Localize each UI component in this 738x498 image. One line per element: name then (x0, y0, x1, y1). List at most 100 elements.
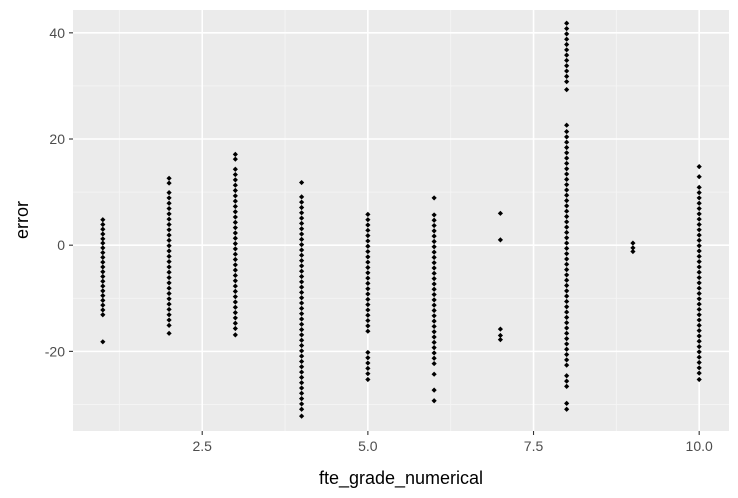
data-point (299, 210, 305, 216)
data-point (365, 307, 371, 313)
data-point (299, 316, 305, 322)
data-point (100, 339, 106, 345)
data-point (232, 283, 238, 289)
data-point (564, 357, 570, 363)
data-point (431, 323, 437, 330)
data-point (564, 240, 570, 246)
data-point (100, 283, 106, 289)
data-point (564, 320, 570, 326)
data-point (564, 47, 570, 53)
data-point (564, 282, 570, 289)
data-point (564, 256, 570, 262)
data-point (166, 248, 172, 254)
data-point (299, 321, 305, 327)
data-point (365, 317, 371, 324)
data-point (299, 305, 305, 311)
data-point (232, 214, 238, 220)
data-point (232, 315, 238, 321)
data-point (696, 280, 702, 286)
data-point (564, 79, 570, 85)
data-point (365, 328, 371, 334)
data-point (564, 267, 570, 273)
data-point (166, 216, 172, 222)
data-point (696, 317, 702, 323)
data-point (696, 349, 702, 355)
data-point (564, 362, 570, 368)
data-point (365, 349, 371, 356)
data-point (299, 385, 305, 391)
data-point (232, 203, 238, 210)
data-point (564, 41, 570, 48)
data-point (696, 195, 702, 201)
data-point (299, 236, 305, 242)
data-point (365, 286, 371, 292)
data-point (696, 174, 702, 180)
data-point (232, 219, 238, 225)
data-point (100, 312, 106, 318)
data-point (431, 302, 437, 308)
data-point (696, 285, 702, 291)
x-tick-label: 10.0 (686, 438, 713, 454)
data-point (232, 278, 238, 284)
data-point (299, 295, 305, 301)
data-point (431, 281, 437, 287)
data-point (365, 211, 371, 217)
data-point (365, 376, 371, 383)
data-point (299, 390, 305, 396)
data-point (365, 302, 371, 308)
data-point (630, 240, 636, 246)
data-point (100, 264, 106, 270)
data-point (100, 226, 106, 232)
data-point (564, 187, 570, 193)
y-axis: -20 0 20 40 (45, 25, 73, 359)
data-point (696, 333, 702, 339)
data-point (696, 376, 702, 383)
data-point (299, 220, 305, 227)
data-point (431, 318, 437, 324)
data-point (232, 193, 238, 199)
data-point (232, 198, 238, 204)
data-point (365, 259, 371, 265)
data-point (100, 250, 106, 256)
data-point (431, 398, 437, 404)
data-point (564, 63, 570, 69)
data-point (431, 222, 437, 229)
data-point (232, 325, 238, 332)
data-point (696, 328, 702, 334)
data-point (166, 285, 172, 291)
data-point (166, 232, 172, 238)
data-point (100, 217, 106, 223)
data-point (564, 383, 570, 390)
data-point (232, 332, 238, 338)
data-point (365, 264, 371, 271)
data-point (365, 355, 371, 361)
data-point (431, 334, 437, 340)
data-point (232, 251, 238, 257)
data-point (299, 413, 305, 419)
data-point (299, 263, 305, 269)
data-point (365, 275, 371, 281)
data-point (431, 360, 437, 367)
data-point (299, 369, 305, 375)
data-point (564, 36, 570, 42)
data-point (365, 243, 371, 249)
data-point (232, 288, 238, 294)
data-point (299, 226, 305, 232)
data-point (564, 325, 570, 331)
data-point (564, 373, 570, 379)
data-point (232, 310, 238, 316)
data-point (431, 297, 437, 303)
data-point (166, 243, 172, 249)
data-point (431, 228, 437, 234)
data-point (365, 217, 371, 223)
data-point (696, 306, 702, 313)
data-point (365, 222, 371, 228)
data-point (166, 317, 172, 323)
data-point (564, 166, 570, 172)
data-point (100, 259, 106, 265)
data-point (431, 212, 437, 218)
y-tick-label: 20 (49, 131, 65, 147)
data-point (696, 274, 702, 281)
data-point (431, 249, 437, 255)
data-point (365, 291, 371, 297)
